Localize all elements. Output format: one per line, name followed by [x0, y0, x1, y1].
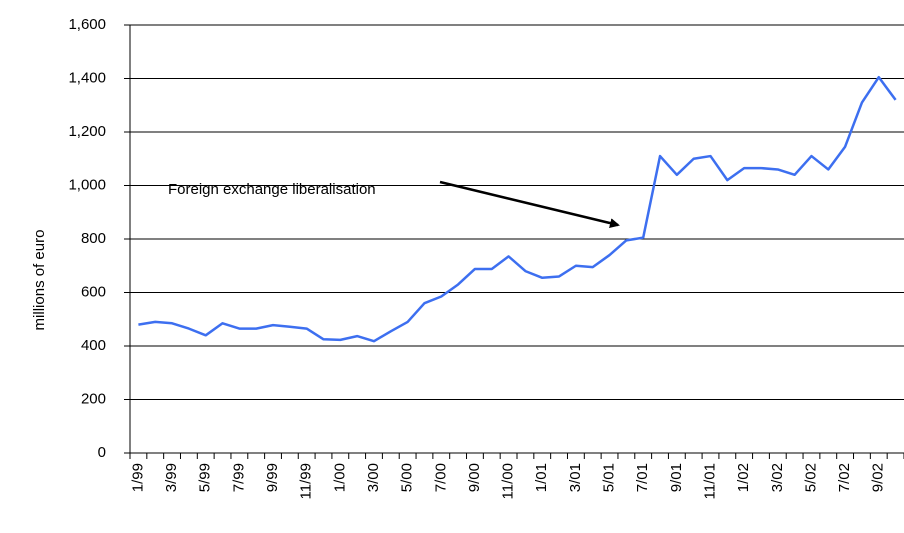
- x-tick-label: 1/00: [331, 463, 348, 492]
- y-tick-label: 1,000: [68, 176, 106, 193]
- x-tick-label: 7/01: [634, 463, 651, 492]
- data-line: [138, 75, 897, 343]
- x-tick-label: 3/02: [769, 463, 786, 492]
- annotation-arrow: [439, 180, 620, 228]
- y-axis-label: millions of euro: [31, 230, 48, 331]
- y-tick-label: 1,400: [68, 69, 106, 86]
- x-tick-label: 5/00: [399, 463, 416, 492]
- x-tick-label: 5/99: [197, 463, 214, 492]
- x-tick-label: 3/00: [365, 463, 382, 492]
- x-tick-label: 5/01: [601, 463, 618, 492]
- y-tick-label: 200: [81, 390, 106, 407]
- y-tick-label: 600: [81, 283, 106, 300]
- x-tick-label: 1/99: [129, 463, 146, 492]
- x-tick-label: 3/99: [163, 463, 180, 492]
- x-tick-label: 3/01: [567, 463, 584, 492]
- x-tick-label: 9/02: [870, 463, 887, 492]
- y-tick-label: 800: [81, 230, 106, 247]
- x-tick-label: 11/00: [500, 463, 517, 499]
- x-tick-label: 1/01: [533, 463, 550, 492]
- x-tick-label: 5/02: [802, 463, 819, 492]
- x-tick-label: 7/02: [836, 463, 853, 492]
- x-tick-label: 7/00: [432, 463, 449, 492]
- x-tick-label: 9/01: [668, 463, 685, 492]
- x-tick-label: 9/00: [466, 463, 483, 492]
- x-tick-label: 11/01: [701, 463, 718, 499]
- x-tick-label: 1/02: [735, 463, 752, 492]
- x-tick-label: 9/99: [264, 463, 281, 492]
- y-tick-label: 1,600: [68, 16, 106, 33]
- x-tick-label: 11/99: [298, 463, 315, 499]
- y-tick-label: 0: [98, 444, 106, 461]
- y-tick-label: 1,200: [68, 123, 106, 140]
- y-tick-label: 400: [81, 337, 106, 354]
- annotation: Foreign exchange liberalisation: [168, 181, 376, 198]
- x-tick-label: 7/99: [230, 463, 247, 492]
